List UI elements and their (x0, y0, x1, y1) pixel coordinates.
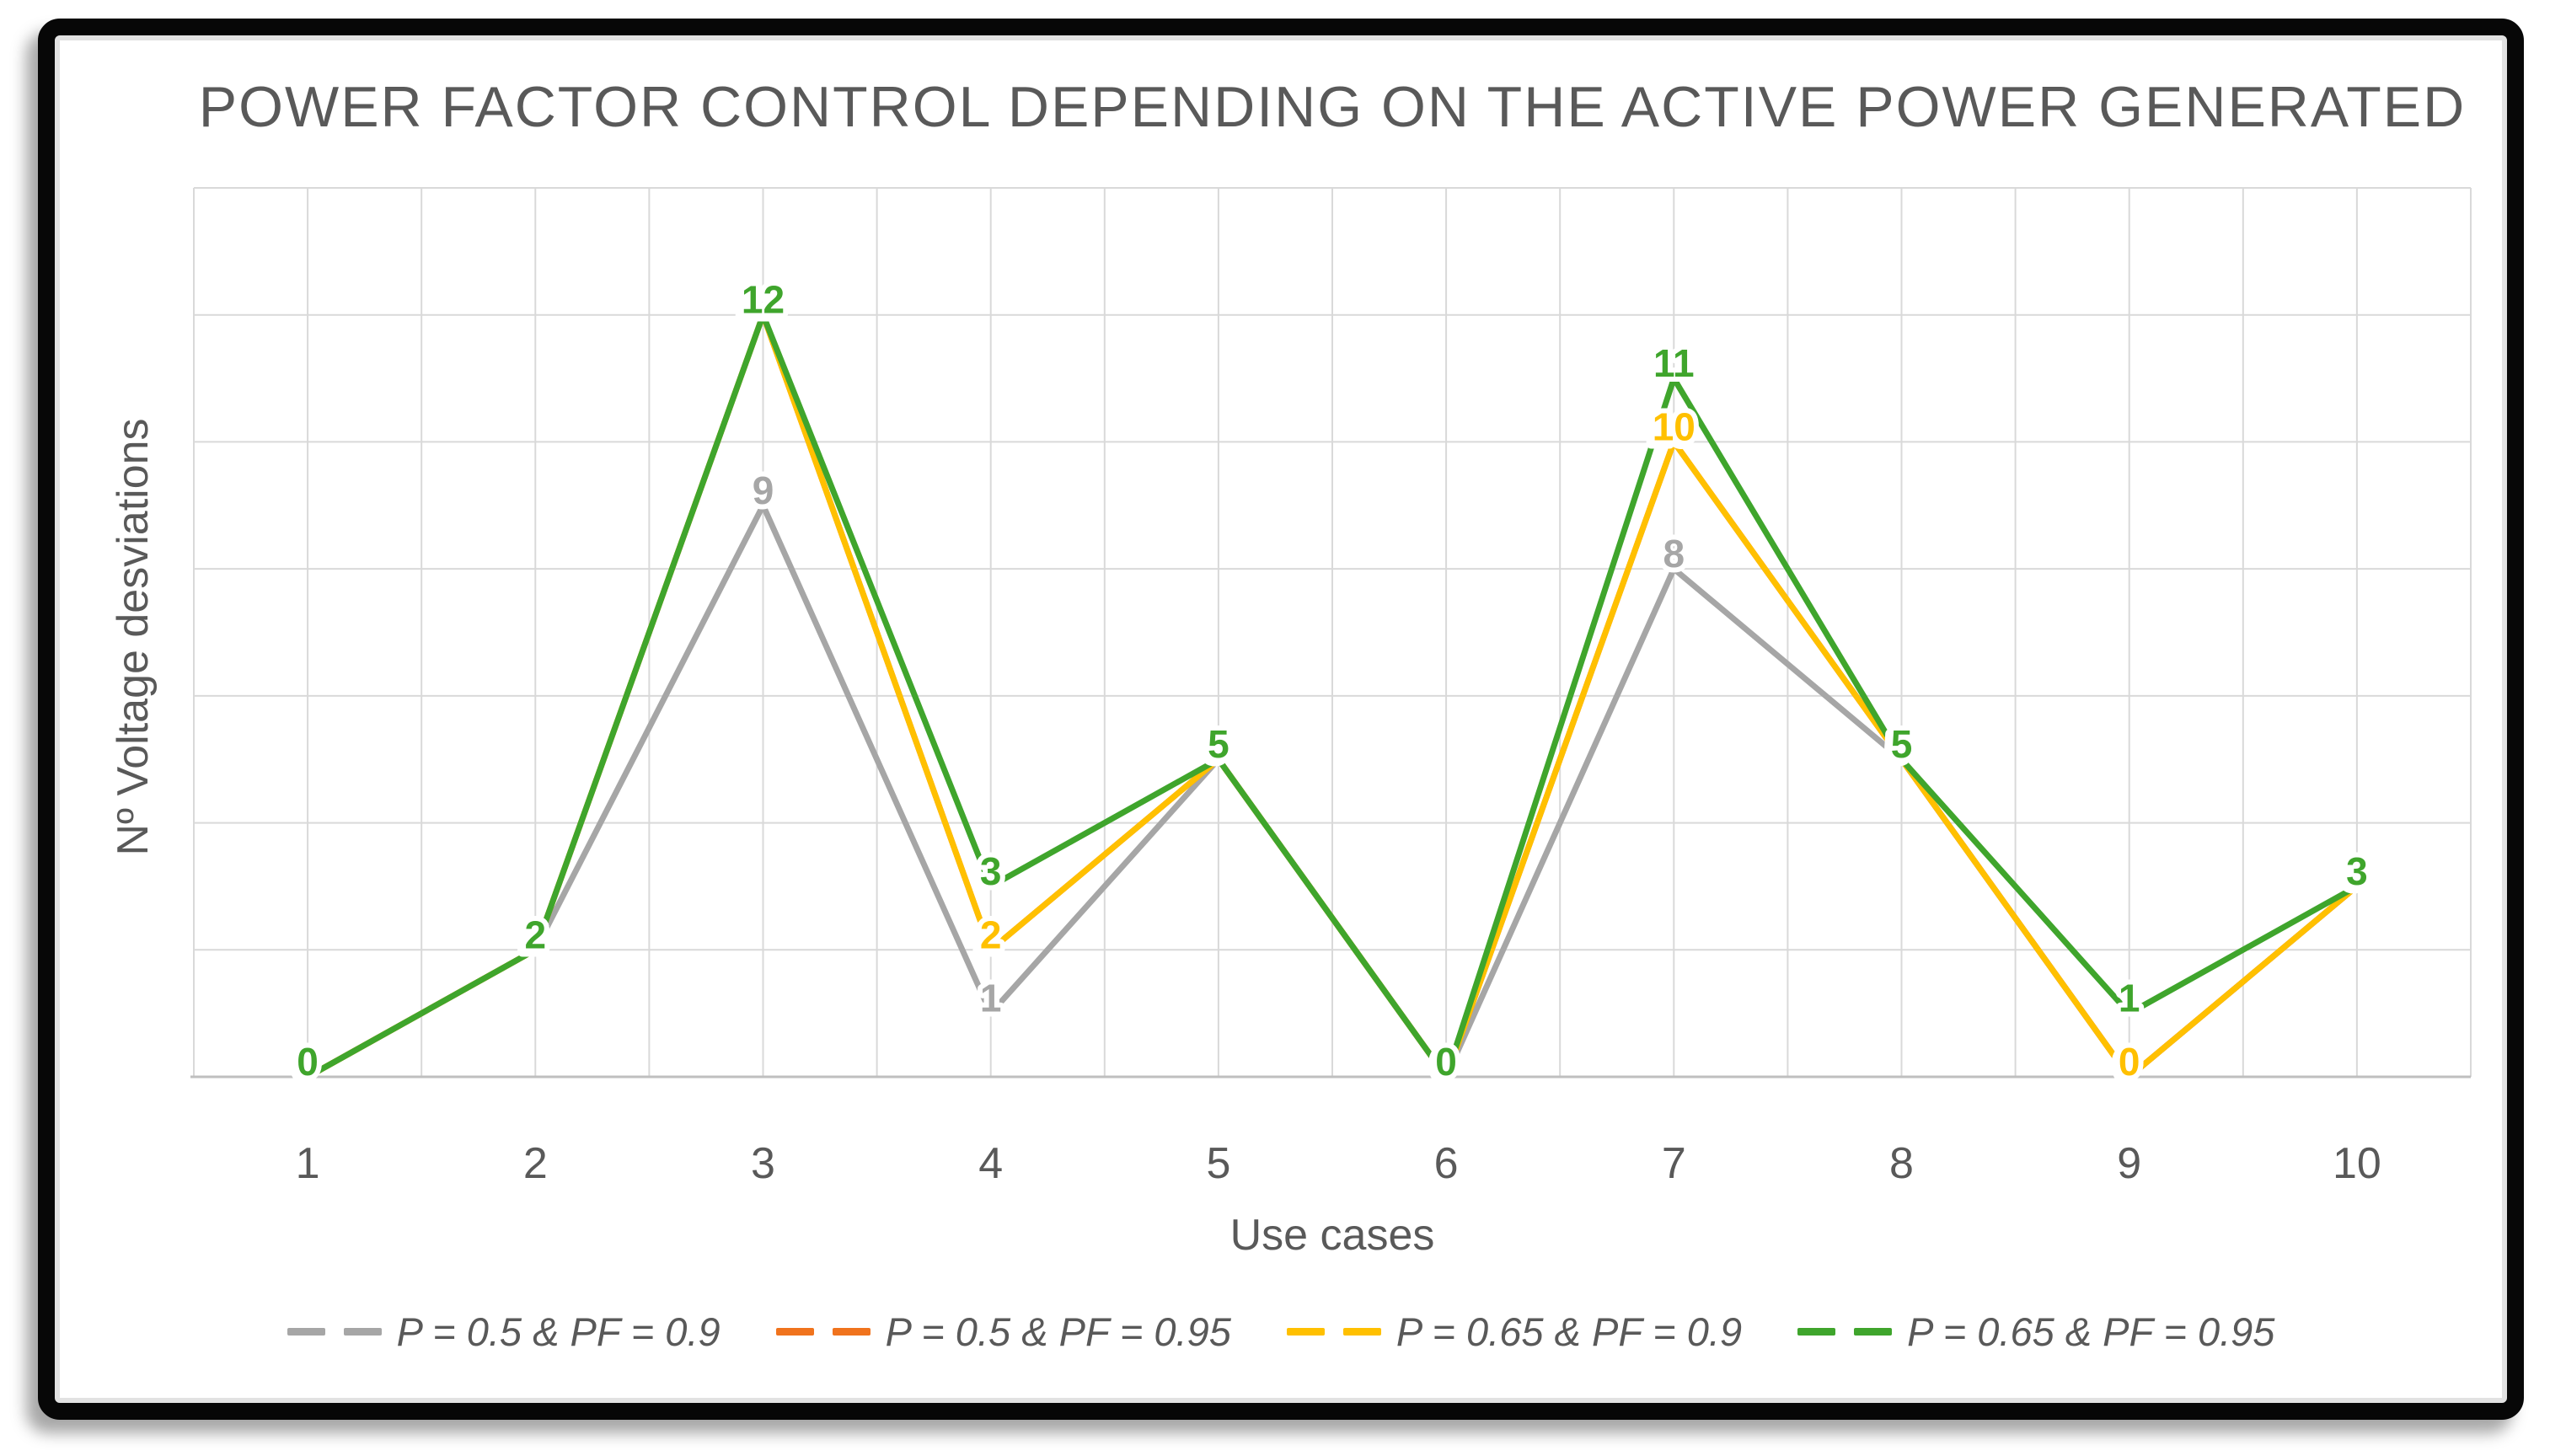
dashed-line-icon (287, 1327, 325, 1336)
data-label: 0 (1435, 1040, 1457, 1084)
x-tick-label: 4 (978, 1139, 1003, 1188)
data-label: 2 (525, 913, 547, 956)
data-label: 3 (2346, 849, 2368, 893)
legend: P = 0.5 & PF = 0.9 P = 0.5 & PF = 0.95 P… (63, 1298, 2499, 1365)
data-label: 12 (742, 278, 785, 322)
data-label: 0 (2119, 1040, 2140, 1084)
data-label: 0 (293, 1043, 315, 1087)
legend-label: P = 0.65 & PF = 0.9 (1395, 1309, 1743, 1354)
dashed-line-icon (1286, 1327, 1325, 1336)
data-label: 1 (980, 977, 1002, 1020)
legend-key (287, 1327, 382, 1336)
data-label: 5 (1208, 722, 1229, 766)
legend-key (775, 1327, 871, 1336)
x-tick-label: 5 (1206, 1139, 1230, 1188)
data-label: 0 (297, 1040, 319, 1084)
data-label: 0 (2115, 1043, 2137, 1087)
data-label: 5 (1891, 722, 1913, 766)
data-label: 11 (1653, 341, 1695, 385)
legend-label: P = 0.5 & PF = 0.95 (885, 1309, 1231, 1354)
series-line-3 (304, 312, 2360, 1080)
chart-frame (38, 19, 2524, 1420)
x-tick-label: 2 (523, 1139, 548, 1188)
legend-label: P = 0.65 & PF = 0.95 (1907, 1309, 2275, 1354)
data-label: 8 (1663, 532, 1685, 575)
data-label: 2 (977, 916, 999, 960)
data-label: 3 (2346, 849, 2368, 893)
data-label: 3 (2346, 849, 2368, 893)
legend-key (1286, 1327, 1381, 1336)
dashed-line-icon (775, 1327, 814, 1336)
x-tick-label: 3 (751, 1139, 775, 1188)
legend-item: P = 0.65 & PF = 0.9 (1286, 1309, 1743, 1355)
data-label: 5 (1208, 722, 1229, 766)
x-tick-label: 1 (296, 1139, 320, 1188)
x-tick-label: 6 (1434, 1139, 1459, 1188)
data-label: 0 (1435, 1040, 1457, 1084)
data-label: 0 (1435, 1040, 1457, 1084)
data-label: 0 (297, 1040, 319, 1084)
data-label: 5 (1888, 725, 1910, 769)
x-tick-label: 9 (2117, 1139, 2141, 1188)
data-label: 5 (1891, 722, 1913, 766)
data-label: 10 (1653, 404, 1695, 448)
data-label: 2 (525, 913, 547, 956)
data-label: 2 (522, 916, 544, 960)
data-label: 0 (1432, 1043, 1454, 1087)
legend-item: P = 0.5 & PF = 0.95 (775, 1309, 1231, 1355)
dashed-line-icon (832, 1327, 871, 1336)
data-label: 10 (1649, 408, 1692, 452)
legend-item: P = 0.5 & PF = 0.9 (287, 1309, 721, 1355)
data-label: 0 (2119, 1040, 2140, 1084)
data-label: 2 (525, 913, 547, 956)
data-label: 3 (2343, 853, 2365, 897)
data-label: 12 (742, 278, 785, 322)
x-axis-title: Use cases (1229, 1211, 1435, 1260)
data-label: 9 (753, 468, 774, 512)
chart-title: POWER FACTOR CONTROL DEPENDING ON THE AC… (198, 75, 2467, 139)
dashed-line-icon (1854, 1327, 1893, 1336)
dashed-line-icon (1797, 1327, 1836, 1336)
x-tick-label: 10 (2333, 1139, 2381, 1188)
data-label: 3 (980, 849, 1002, 893)
data-label: 12 (738, 281, 781, 325)
data-label: 5 (1891, 722, 1913, 766)
dashed-line-icon (1342, 1327, 1381, 1336)
data-label: 1 (2119, 977, 2140, 1020)
data-label: 5 (1208, 722, 1229, 766)
x-tick-label: 7 (1662, 1139, 1686, 1188)
data-label: 5 (1204, 725, 1226, 769)
dashed-line-icon (343, 1327, 382, 1336)
x-tick-label: 8 (1889, 1139, 1914, 1188)
data-label: 2 (980, 913, 1002, 956)
data-label: 0 (297, 1040, 319, 1084)
legend-label: P = 0.5 & PF = 0.9 (396, 1309, 721, 1354)
legend-key (1797, 1327, 1893, 1336)
legend-item: P = 0.65 & PF = 0.95 (1797, 1309, 2274, 1355)
